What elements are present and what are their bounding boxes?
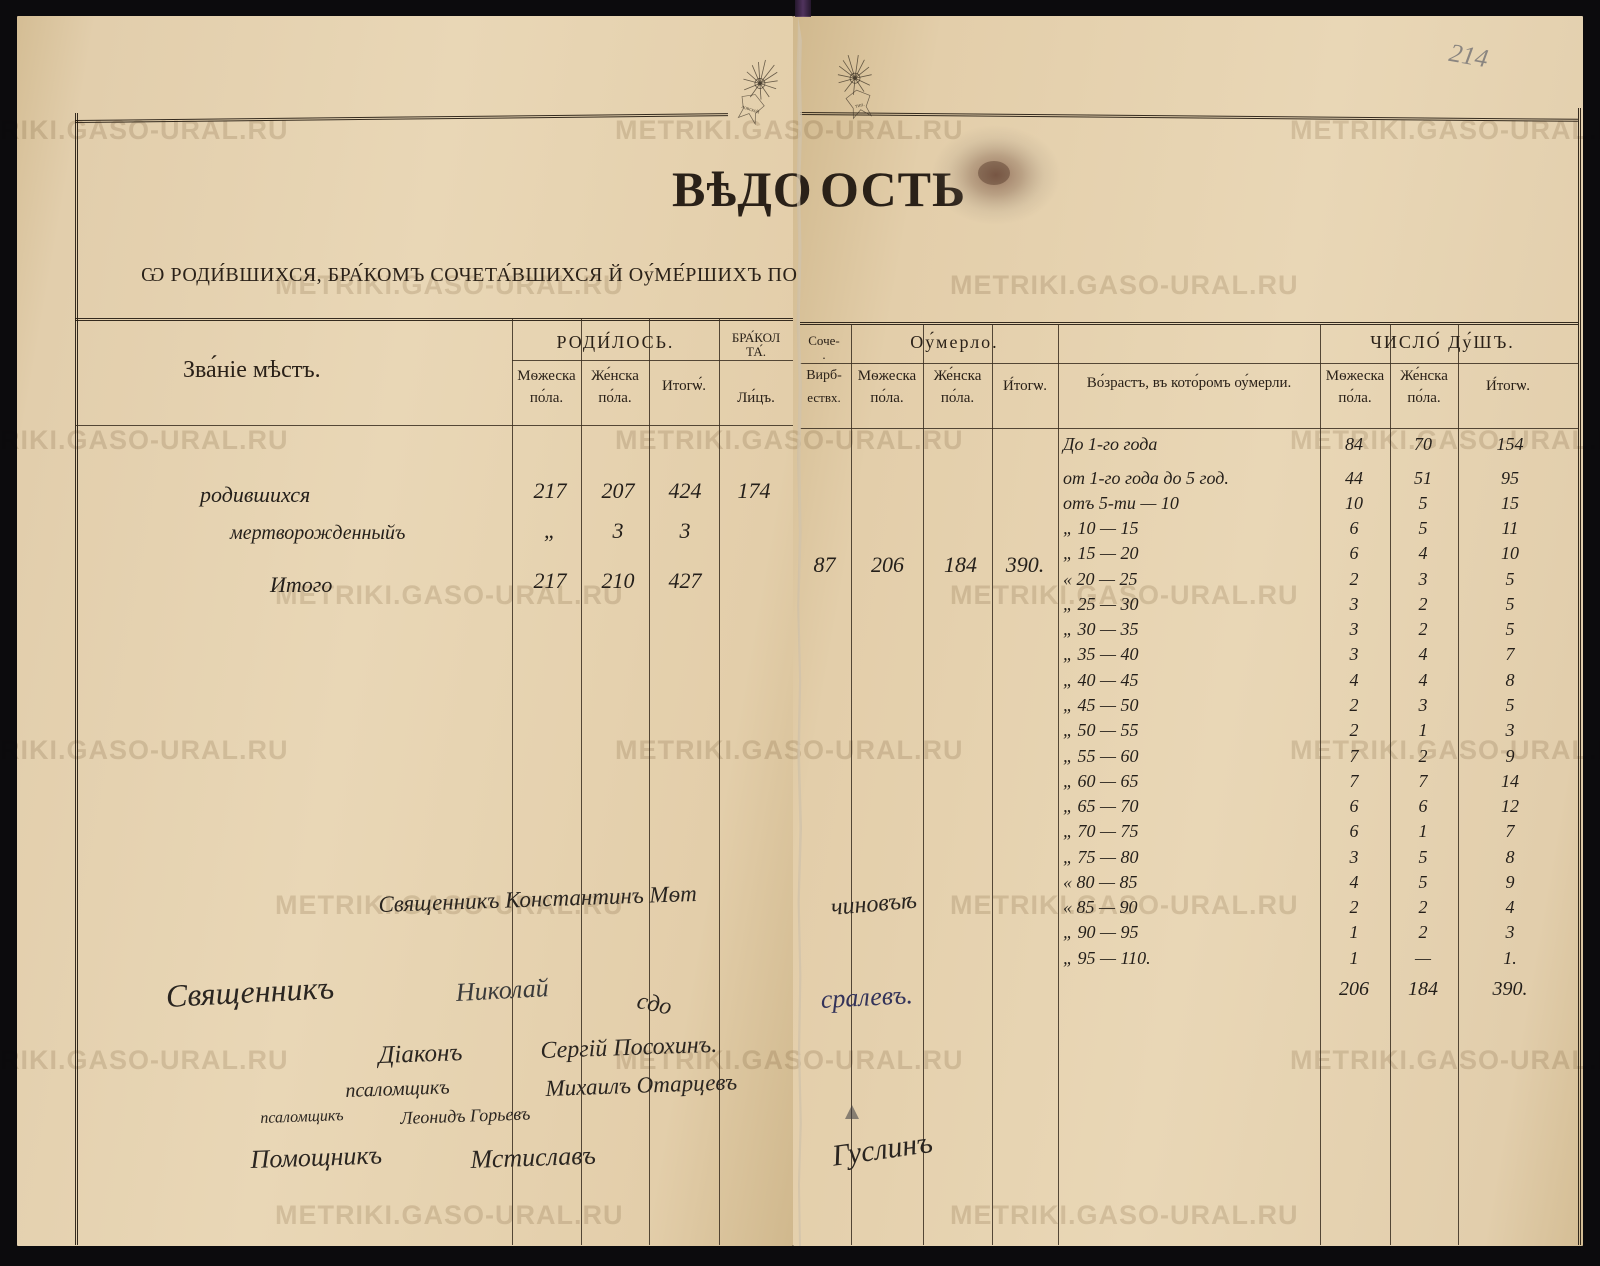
svg-text:тип.: тип. [855,102,866,110]
svg-text:ловской: ловской [741,103,761,115]
